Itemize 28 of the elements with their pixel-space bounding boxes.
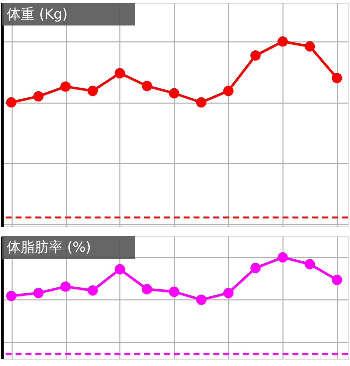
point [6,97,17,108]
point [88,86,98,96]
point [114,68,126,79]
point [278,252,288,263]
point [278,36,288,47]
chart-title: 体重 (Kg) [6,6,68,23]
point [142,284,152,295]
point [33,288,44,298]
point [196,97,207,108]
point [223,86,234,96]
point [250,263,261,274]
point [304,41,316,52]
point [169,286,180,298]
point [304,259,316,270]
point [60,282,71,292]
point [60,82,71,92]
chart-title: 体脂肪率 (%) [6,240,92,256]
point [114,264,126,275]
point [88,285,98,296]
point [169,88,180,99]
point [250,50,261,61]
point [142,81,152,92]
point [223,288,234,298]
point [332,274,342,286]
point [33,91,44,102]
point [6,290,17,302]
point [196,294,207,306]
point [332,73,342,84]
